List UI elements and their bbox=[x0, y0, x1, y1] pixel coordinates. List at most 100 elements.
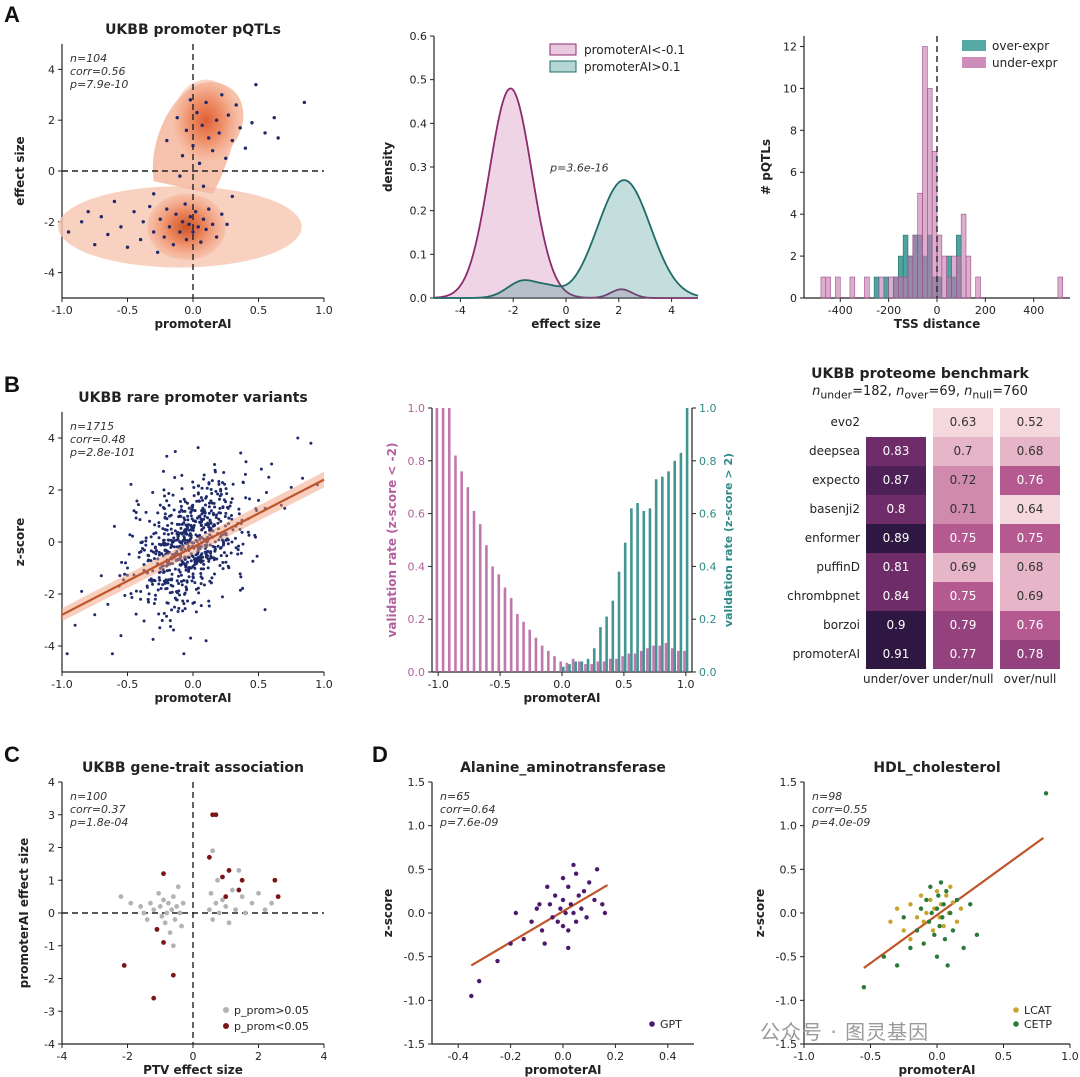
data-point bbox=[921, 941, 926, 946]
right-tick-label: 0.4 bbox=[699, 560, 717, 573]
data-point bbox=[217, 131, 221, 135]
data-point bbox=[179, 531, 183, 535]
data-point bbox=[204, 639, 208, 643]
data-point bbox=[199, 496, 203, 500]
heatmap-row-label: expecto bbox=[812, 473, 860, 487]
histogram-bar bbox=[835, 276, 841, 299]
bar-negative bbox=[441, 408, 445, 672]
data-point bbox=[918, 893, 924, 898]
data-point bbox=[226, 506, 230, 510]
data-point bbox=[179, 504, 183, 508]
data-point bbox=[206, 854, 212, 860]
x-tick-label: -1.0 bbox=[51, 678, 72, 691]
x-tick-label: 1.0 bbox=[677, 678, 695, 691]
subtitle-subscript: under bbox=[820, 388, 853, 402]
subtitle-subscript: over bbox=[904, 388, 929, 402]
data-point bbox=[154, 552, 158, 556]
heatmap-cell: 0.76 bbox=[1000, 466, 1060, 495]
data-point bbox=[222, 471, 226, 475]
data-point bbox=[186, 518, 190, 522]
y-tick-label: 0 bbox=[790, 292, 797, 305]
data-point bbox=[220, 595, 224, 599]
histogram-bar bbox=[825, 276, 831, 299]
data-point bbox=[240, 530, 244, 534]
data-point bbox=[128, 533, 132, 537]
data-point bbox=[230, 497, 234, 501]
data-point bbox=[186, 526, 190, 530]
y-tick-label: 1.5 bbox=[408, 776, 426, 789]
data-point bbox=[161, 897, 166, 903]
data-point bbox=[220, 897, 225, 903]
bar-negative bbox=[652, 645, 655, 672]
data-point bbox=[119, 225, 123, 229]
data-point bbox=[153, 597, 157, 601]
bar-positive bbox=[617, 571, 621, 672]
data-point bbox=[207, 505, 211, 509]
data-point bbox=[241, 586, 245, 590]
data-point bbox=[181, 599, 185, 603]
data-point bbox=[239, 451, 243, 455]
bar-positive bbox=[673, 460, 677, 672]
y-tick-label: 6 bbox=[790, 166, 797, 179]
bar-negative bbox=[547, 650, 550, 672]
bar-negative bbox=[522, 621, 525, 672]
data-point bbox=[162, 538, 166, 542]
legend-swatch-0 bbox=[549, 43, 577, 56]
x-tick-label: -2 bbox=[122, 1050, 133, 1063]
legend-label-0: p_prom>0.05 bbox=[234, 1004, 309, 1017]
data-point bbox=[177, 581, 181, 585]
data-point bbox=[179, 923, 184, 929]
data-point bbox=[581, 888, 587, 894]
data-point bbox=[296, 436, 300, 440]
heatmap-title: UKBB proteome benchmark bbox=[811, 366, 1029, 382]
data-point bbox=[175, 884, 181, 890]
data-point bbox=[151, 637, 155, 641]
data-point bbox=[220, 874, 225, 880]
data-point bbox=[178, 514, 182, 518]
data-point bbox=[948, 910, 953, 916]
data-point bbox=[216, 492, 220, 496]
data-point bbox=[237, 507, 241, 511]
data-point bbox=[152, 557, 156, 561]
x-tick-label: 0.0 bbox=[184, 678, 202, 691]
stat-annotation: corr=0.48 bbox=[70, 433, 126, 446]
kde-upper-core bbox=[173, 79, 239, 161]
data-point bbox=[202, 473, 206, 477]
data-point bbox=[184, 128, 189, 133]
data-point bbox=[162, 543, 166, 547]
x-tick-label: -2 bbox=[508, 304, 519, 317]
data-point bbox=[191, 143, 195, 148]
data-point bbox=[213, 900, 219, 906]
data-point bbox=[183, 592, 187, 596]
data-point bbox=[202, 567, 206, 571]
data-point bbox=[246, 530, 250, 534]
bar-negative bbox=[608, 658, 612, 672]
data-point bbox=[201, 559, 205, 563]
data-point bbox=[175, 579, 179, 583]
data-point bbox=[157, 553, 161, 557]
data-point bbox=[974, 932, 980, 938]
heatmap-cell: 0.78 bbox=[1000, 640, 1060, 669]
panel-label-a: A bbox=[4, 2, 20, 27]
data-point bbox=[187, 506, 191, 510]
data-point bbox=[157, 612, 161, 616]
data-point bbox=[128, 900, 134, 906]
density-fill-1 bbox=[434, 180, 698, 298]
data-point bbox=[226, 542, 230, 546]
data-point bbox=[163, 516, 167, 520]
subtitle-part: =69, bbox=[928, 384, 965, 399]
x-tick-label: -0.4 bbox=[447, 1050, 468, 1063]
data-point bbox=[99, 215, 104, 219]
data-point bbox=[214, 235, 219, 239]
x-axis-label: promoterAI bbox=[154, 691, 231, 705]
data-point bbox=[154, 926, 160, 932]
data-point bbox=[229, 551, 233, 555]
bar-positive bbox=[623, 542, 627, 672]
data-point bbox=[592, 897, 597, 903]
bar-negative bbox=[590, 664, 593, 672]
data-point bbox=[212, 572, 216, 576]
data-point bbox=[214, 489, 218, 493]
data-point bbox=[162, 532, 166, 536]
x-axis-label: promoterAI bbox=[524, 1063, 601, 1077]
